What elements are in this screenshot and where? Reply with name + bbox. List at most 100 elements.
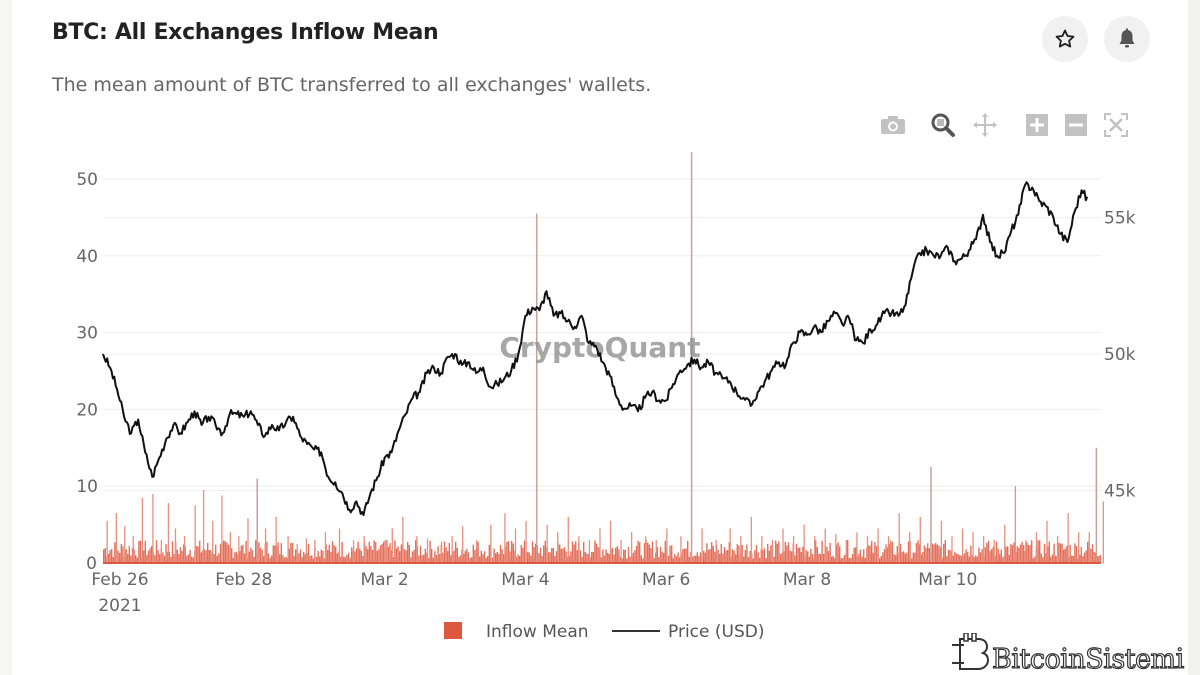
inflow-bar: [805, 550, 807, 563]
inflow-bar: [120, 543, 122, 563]
zoom-in-button[interactable]: [1024, 112, 1050, 138]
inflow-bar: [749, 551, 751, 563]
inflow-bar: [114, 542, 116, 563]
camera-button[interactable]: [880, 112, 906, 138]
inflow-bar: [731, 549, 734, 563]
inflow-bar: [789, 550, 791, 563]
zoom-out-button[interactable]: [1063, 112, 1089, 138]
favorite-button[interactable]: [1042, 16, 1088, 62]
inflow-bar: [344, 557, 346, 563]
inflow-bar: [1023, 545, 1025, 563]
pan-button[interactable]: [972, 112, 998, 138]
inflow-bar: [613, 554, 615, 563]
inflow-bar: [911, 558, 913, 563]
inflow-bar: [861, 556, 863, 563]
inflow-spike-bar: [363, 536, 365, 563]
zoom-button[interactable]: [930, 112, 956, 138]
inflow-spike-bar: [238, 536, 240, 563]
inflow-spike-bar: [1095, 447, 1098, 563]
x-tick-label: Feb 28: [215, 570, 272, 590]
inflow-spike-bar: [680, 536, 682, 563]
inflow-bar: [797, 547, 799, 563]
inflow-bar: [786, 545, 788, 563]
alert-button[interactable]: [1104, 16, 1150, 62]
y-left-tick-label: 40: [76, 247, 98, 267]
inflow-bar: [632, 552, 634, 563]
inflow-spike-bar: [514, 528, 517, 563]
inflow-spike-bar: [824, 528, 826, 563]
inflow-bar: [888, 544, 890, 563]
inflow-spike-bar: [221, 495, 223, 563]
inflow-bar: [840, 558, 842, 563]
inflow-bar: [1066, 545, 1068, 563]
inflow-bar: [418, 555, 420, 563]
inflow-bar: [138, 541, 140, 563]
inflow-bar: [387, 546, 390, 563]
inflow-spike-bar: [174, 528, 177, 563]
inflow-bar: [347, 552, 350, 563]
inflow-bar: [383, 541, 385, 563]
inflow-bar: [519, 555, 521, 563]
inflow-bar: [1037, 540, 1039, 563]
inflow-bar: [235, 551, 238, 563]
inflow-spike-bar: [440, 541, 443, 563]
inflow-bar: [191, 556, 193, 563]
inflow-bar: [879, 558, 881, 563]
inflow-bar: [354, 551, 356, 563]
inflow-bar: [967, 552, 969, 563]
x-tick-label: Feb 26: [91, 570, 148, 590]
inflow-bar: [1045, 553, 1047, 563]
inflow-bar: [183, 544, 185, 563]
inflow-spike-bar: [729, 528, 731, 563]
inflow-bar: [699, 552, 702, 563]
inflow-bar: [367, 549, 369, 563]
inflow-bar: [896, 545, 898, 563]
inflow-bar: [837, 542, 839, 563]
inflow-bar: [1002, 557, 1004, 563]
inflow-spike-bar: [229, 532, 232, 563]
inflow-bar: [674, 553, 676, 563]
inflow-bar: [1047, 546, 1049, 563]
inflow-bar: [741, 544, 743, 563]
right-axis-ticks: 45k 50k 55k: [1104, 209, 1136, 502]
inflow-bar: [584, 552, 586, 563]
inflow-bar: [834, 558, 836, 563]
inflow-bar: [336, 553, 338, 563]
inflow-bar: [104, 548, 106, 563]
inflow-bar: [112, 556, 114, 563]
inflow-bar: [410, 557, 412, 563]
inflow-bar: [162, 552, 164, 563]
inflow-bar: [559, 544, 561, 563]
inflow-bar: [301, 557, 303, 563]
inflow-bar: [776, 543, 778, 563]
x-tick-label: Mar 6: [642, 570, 690, 590]
inflow-bar: [640, 555, 642, 563]
inflow-spike-bar: [666, 528, 668, 563]
inflow-bar: [427, 557, 430, 563]
autoscale-button[interactable]: [1103, 112, 1129, 138]
inflow-bar: [720, 543, 722, 563]
inflow-bar: [963, 553, 966, 563]
y-left-tick-label: 0: [86, 554, 97, 574]
legend-item-inflow-mean[interactable]: Inflow Mean: [444, 622, 589, 642]
inflow-bar: [568, 555, 570, 563]
inflow-bar: [906, 552, 908, 563]
legend-item-price[interactable]: Price (USD): [612, 622, 764, 642]
inflow-bar: [143, 550, 145, 563]
inflow-bar: [365, 546, 367, 563]
inflow-bar: [920, 554, 922, 563]
inflow-bar: [509, 551, 511, 563]
x-tick-label: Mar 8: [783, 570, 831, 590]
page-scrollbar-track[interactable]: [1188, 0, 1200, 675]
x-tick-label: Mar 2: [360, 570, 408, 590]
inflow-bar: [615, 547, 617, 563]
inflow-bar: [746, 544, 748, 563]
inflow-bar: [149, 548, 151, 563]
inflow-bar: [203, 549, 206, 563]
inflow-bar: [493, 548, 495, 563]
inflow-bar: [605, 549, 607, 563]
inflow-bar: [691, 556, 694, 563]
inflow-bar: [1087, 541, 1089, 563]
inflow-bar: [679, 557, 681, 563]
inflow-bar: [339, 556, 342, 563]
